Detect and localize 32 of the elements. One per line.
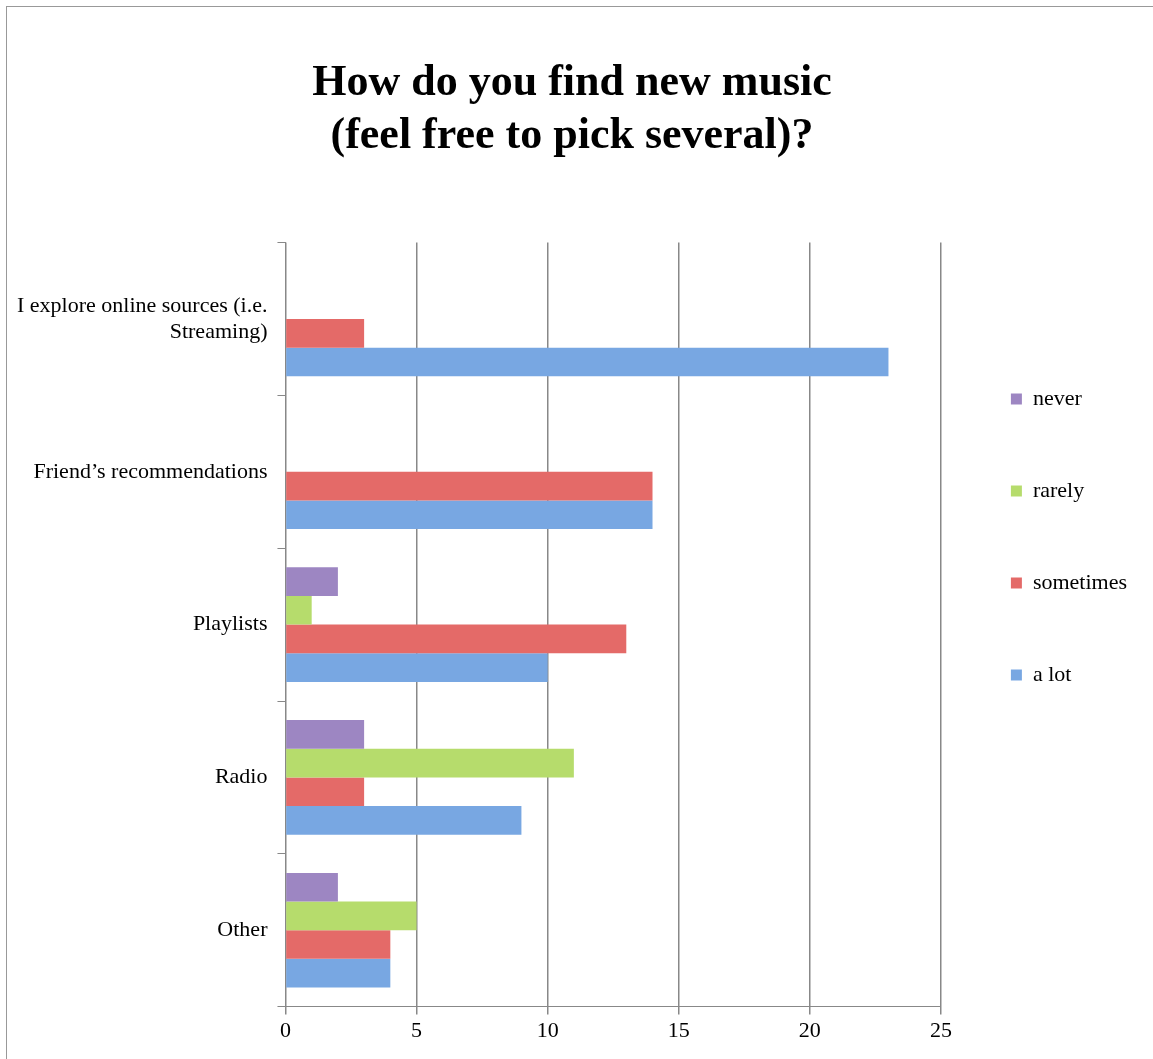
bar: [286, 500, 653, 530]
y-tick-label: Playlists: [192, 610, 268, 636]
bar: [286, 471, 653, 501]
y-tick-label: I explore online sources (i.e. Streaming): [17, 291, 268, 343]
bar: [286, 901, 417, 931]
legend-label: never: [1032, 384, 1083, 410]
bar: [286, 806, 522, 835]
y-tick-label: Other: [217, 915, 269, 941]
x-tick-label: 25: [929, 1016, 952, 1042]
bar: [286, 930, 391, 959]
y-tick-label: Friend’s recommendations: [33, 457, 268, 483]
bar: [286, 872, 338, 902]
x-tick-label: 0: [279, 1016, 291, 1042]
legend-label: rarely: [1032, 476, 1085, 502]
x-tick-label: 5: [411, 1016, 423, 1042]
bar: [286, 958, 391, 988]
legend-label: a lot: [1032, 660, 1072, 686]
bar: [286, 720, 365, 749]
chart-title: How do you find new music (feel free to pick several)?: [312, 55, 832, 158]
bar: [286, 567, 338, 596]
bar: [286, 319, 365, 348]
bar: [286, 595, 312, 625]
x-tick-label: 10: [536, 1016, 559, 1042]
x-tick-label: 15: [667, 1016, 690, 1042]
bar: [286, 653, 548, 682]
bar: [286, 777, 365, 807]
bar: [286, 624, 627, 654]
bar: [286, 347, 889, 377]
legend-label: sometimes: [1032, 568, 1128, 594]
bar: [286, 748, 574, 778]
x-tick-label: 20: [798, 1016, 821, 1042]
y-tick-label: Radio: [214, 763, 268, 789]
